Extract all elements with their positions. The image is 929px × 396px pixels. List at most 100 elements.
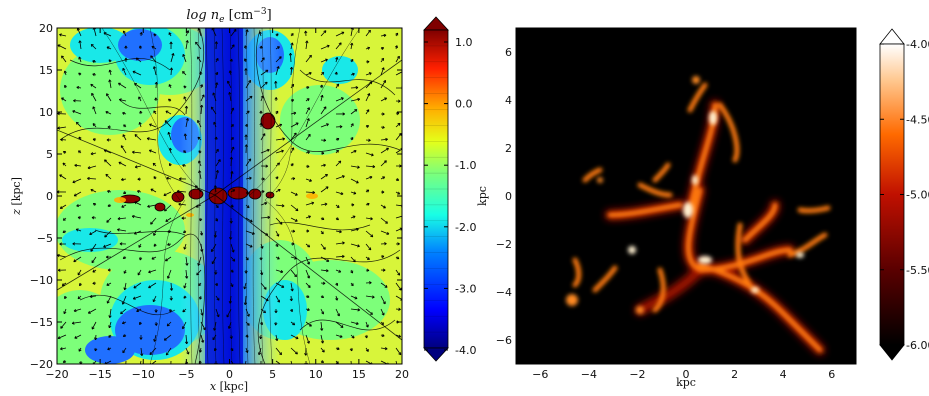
velocity-arrowhead xyxy=(197,119,200,123)
velocity-arrow xyxy=(350,165,360,168)
velocity-arrowhead xyxy=(139,110,143,114)
velocity-arrowhead xyxy=(291,83,295,87)
velocity-arrowhead xyxy=(246,110,250,114)
velocity-arrowhead xyxy=(92,59,96,64)
velocity-arrow xyxy=(245,95,253,102)
velocity-arrow xyxy=(395,55,400,63)
velocity-arrowhead xyxy=(197,136,201,140)
velocity-arrow xyxy=(108,321,112,328)
velocity-arrowhead xyxy=(279,221,283,225)
velocity-arrowhead xyxy=(122,256,126,260)
velocity-arrow xyxy=(260,81,268,89)
velocity-arrowhead xyxy=(134,134,138,138)
velocity-arrow xyxy=(121,204,127,208)
velocity-arrowhead xyxy=(90,188,94,192)
velocity-arrow xyxy=(350,109,358,115)
velocity-arrow xyxy=(320,95,323,102)
velocity-arrowhead xyxy=(265,232,269,236)
velocity-arrow xyxy=(211,106,217,115)
velocity-arrowhead xyxy=(214,272,218,275)
velocity-arrowhead xyxy=(124,367,127,369)
velocity-arrowhead xyxy=(381,57,385,61)
velocity-arrowhead xyxy=(342,241,345,245)
velocity-arrowhead xyxy=(108,334,112,338)
velocity-arrow xyxy=(290,67,293,76)
velocity-arrow xyxy=(305,334,310,344)
velocity-arrowhead xyxy=(108,325,112,329)
velocity-arrow xyxy=(166,321,172,327)
velocity-arrowhead xyxy=(201,94,205,98)
velocity-arrowhead xyxy=(231,107,235,111)
velocity-arrow xyxy=(79,40,82,50)
velocity-arrowhead xyxy=(321,349,325,353)
velocity-arrow xyxy=(215,82,218,89)
velocity-arrow xyxy=(305,107,310,115)
velocity-arrowhead xyxy=(366,189,370,193)
velocity-arrowhead xyxy=(321,295,325,299)
velocity-arrowhead xyxy=(357,97,361,102)
velocity-arrowhead xyxy=(226,314,230,318)
velocity-arrow xyxy=(380,347,388,350)
colorbar-left: 1.0 0.0 -1.0 -2.0 -3.0 -4.0 xyxy=(423,16,476,362)
velocity-arrowhead xyxy=(244,45,248,49)
velocity-arrow xyxy=(290,132,297,141)
velocity-arrowhead xyxy=(184,341,189,345)
velocity-arrowhead xyxy=(168,32,172,36)
velocity-arrowhead xyxy=(370,312,373,315)
velocity-arrow xyxy=(305,202,314,206)
velocity-arrowhead xyxy=(308,54,312,58)
velocity-arrow xyxy=(395,123,401,128)
velocity-arrowhead xyxy=(123,287,127,291)
velocity-arrow xyxy=(230,29,237,37)
velocity-arrow xyxy=(335,308,340,317)
velocity-arrow xyxy=(260,269,263,275)
velocity-arrow xyxy=(73,191,82,197)
velocity-arrowhead xyxy=(355,86,359,90)
velocity-arrowhead xyxy=(76,203,80,208)
velocity-arrow xyxy=(198,160,202,167)
velocity-arrow xyxy=(320,203,328,206)
velocity-arrow xyxy=(275,269,283,273)
velocity-arrowhead xyxy=(89,232,93,236)
velocity-arrow xyxy=(365,295,375,298)
velocity-arrow xyxy=(104,149,112,154)
velocity-arrow xyxy=(197,56,202,63)
velocity-arrow xyxy=(275,217,283,225)
velocity-arrowhead xyxy=(164,120,168,124)
velocity-arrow xyxy=(212,92,217,102)
velocity-arrow xyxy=(150,188,157,193)
velocity-arrowhead xyxy=(121,204,125,208)
velocity-arrowhead xyxy=(245,29,249,33)
velocity-arrow xyxy=(335,175,345,180)
velocity-arrow xyxy=(275,150,284,154)
velocity-arrowhead xyxy=(336,347,340,351)
velocity-arrow xyxy=(380,34,387,37)
velocity-arrowhead xyxy=(87,310,91,314)
velocity-arrow xyxy=(290,295,292,301)
velocity-arrowhead xyxy=(304,362,308,364)
colorbar-tick-label-left: -4.0 xyxy=(455,344,476,357)
velocity-arrow xyxy=(117,229,127,232)
velocity-arrow xyxy=(290,282,293,292)
velocity-arrowhead xyxy=(230,269,234,273)
velocity-arrowhead xyxy=(245,350,249,353)
velocity-arrowhead xyxy=(335,361,339,364)
velocity-arrow xyxy=(365,152,374,156)
velocity-arrow xyxy=(148,269,157,273)
velocity-arrowhead xyxy=(135,57,139,61)
velocity-arrowhead xyxy=(200,312,204,316)
velocity-arrowhead xyxy=(290,309,293,313)
velocity-arrow xyxy=(164,120,172,128)
velocity-arrow xyxy=(229,92,232,102)
velocity-arrow xyxy=(73,256,82,263)
velocity-arrow xyxy=(91,256,97,263)
velocity-arrowhead xyxy=(354,109,358,112)
velocity-arrowhead xyxy=(153,233,157,236)
velocity-arrow xyxy=(260,282,267,290)
velocity-arrowhead xyxy=(168,98,171,102)
velocity-arrowhead xyxy=(292,177,296,181)
velocity-arrowhead xyxy=(274,80,278,84)
velocity-arrow xyxy=(211,243,217,252)
velocity-arrow xyxy=(153,334,157,342)
velocity-arrow xyxy=(212,334,217,341)
